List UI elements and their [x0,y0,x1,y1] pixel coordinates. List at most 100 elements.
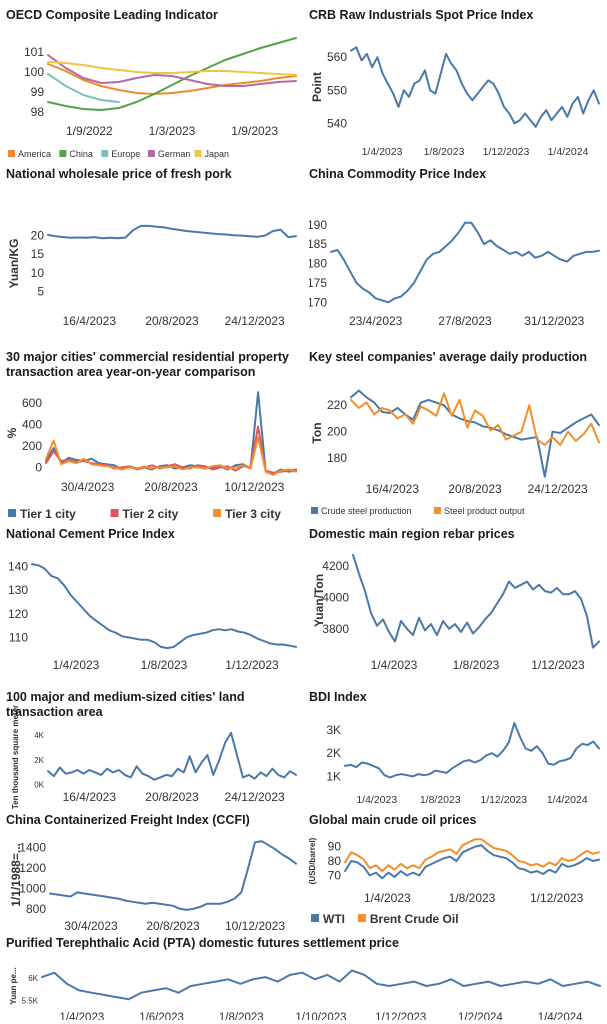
chart-panel: Key steel companies' average daily produ… [309,350,603,520]
y-tick-label: 5 [37,284,44,298]
y-tick-label: 540 [327,116,347,130]
series-line-crb [350,46,600,128]
y-axis-label: Ton [310,422,324,443]
x-tick-label: 1/9/2022 [66,124,113,138]
y-tick-label: 180 [309,257,327,271]
y-tick-label: 98 [31,105,45,119]
x-tick-label: 1/8/2023 [420,794,461,806]
chart-title: 30 major cities' commercial residential … [6,350,289,379]
x-tick-label: 1/4/2024 [548,146,589,158]
x-tick-label: 20/8/2023 [448,482,502,496]
y-tick-label: 101 [24,45,44,59]
x-tick-label: 1/4/2023 [364,891,411,905]
y-tick-label: 200 [22,439,42,453]
chart-title: Key steel companies' average daily produ… [309,350,588,364]
y-axis-label: Yuan/KG [7,238,21,288]
y-tick-label: 15 [31,247,45,261]
y-tick-label: 3800 [322,622,349,636]
y-tick-label: 190 [309,218,327,232]
x-tick-label: 1/12/2023 [483,146,530,158]
y-tick-label: 600 [22,396,42,410]
y-tick-label: 2K [34,756,44,765]
y-tick-label: 1000 [19,881,46,895]
x-tick-label: 20/8/2023 [146,919,200,933]
legend-swatch [147,150,155,157]
series-line-steel-product-output [350,392,600,446]
y-tick-label: 5.5K [22,996,39,1005]
chart-title: CRB Raw Industrials Spot Price Index [309,8,534,22]
series-line-pork [47,224,297,240]
x-tick-label: 1/3/2023 [149,124,196,138]
x-tick-label: 20/8/2023 [144,480,198,494]
y-tick-label: 400 [22,417,42,431]
series-line-german [47,54,297,87]
chart-panel: Purified Terephthalic Acid (PTA) domesti… [6,936,604,1020]
x-tick-label: 1/12/2023 [480,794,527,806]
series-line-crude-steel-production [350,389,600,478]
x-tick-label: 27/8/2023 [438,314,492,328]
legend-swatch [59,150,67,157]
chart-svg-property: 0 200 400 600% 30/4/2023 20/8/2023 10/12/2023 T… [6,391,297,521]
y-tick-label: 140 [8,559,28,573]
y-axis-label: Yuan/Ton [312,574,326,627]
x-tick-label: 1/9/2023 [231,124,278,138]
legend-swatch [357,914,366,922]
y-tick-label: 1400 [19,840,46,854]
legend-swatch [433,507,441,514]
legend-swatch [194,150,202,157]
chart-panel: National wholesale price of fresh pork 5 1… [6,167,300,339]
legend-label: Tier 2 city [123,507,179,521]
chart-panel: National Cement Price Index 110 120 130 140 1… [6,527,300,677]
x-tick-label: 16/4/2023 [366,482,420,496]
legend-label: Japan [204,149,229,159]
x-tick-label: 10/12/2023 [225,919,285,933]
series-line-rebar [352,553,600,649]
y-tick-label: 80 [328,854,342,868]
x-tick-label: 20/8/2023 [145,314,199,328]
legend-label: Crude steel production [321,506,412,516]
y-tick-label: 220 [327,398,347,412]
x-tick-label: 24/12/2023 [528,482,588,496]
chart-svg-oecd: 98 99 100 101 1/9/2022 1/3/2023 1/9/2023 Americ… [8,37,297,159]
legend-swatch [213,509,222,517]
y-tick-label: 3K [326,723,341,737]
legend-label: Brent Crude Oil [370,912,459,926]
x-tick-label: 1/6/2023 [139,1012,184,1020]
chart-title: OECD Composite Leading Indicator [6,8,218,22]
series-line-bdi [344,722,600,779]
x-tick-label: 1/4/2023 [59,1012,104,1020]
y-tick-label: 175 [309,276,327,290]
x-tick-label: 1/4/2023 [356,794,397,806]
x-tick-label: 31/12/2023 [524,314,584,328]
y-tick-label: 120 [8,607,28,621]
y-tick-label: 70 [328,868,342,882]
series-line-land [47,731,297,781]
x-tick-label: 30/4/2023 [64,919,118,933]
y-tick-label: 100 [24,65,44,79]
y-tick-label: 90 [328,840,342,854]
chart-svg-pork: 5 10 15 20 Yuan/KG 16/4/2023 20/8/2023 24/12/20… [7,224,297,328]
y-tick-label: 1K [326,769,341,783]
chart-panel: Global main crude oil prices 70 80 90 (USD/b… [309,813,603,933]
chart-svg-cement: 110 120 130 140 1/4/2023 1/8/2023 1/12/2023 [8,559,297,672]
legend-label: Europe [111,149,140,159]
x-tick-label: 1/8/2023 [453,658,500,672]
y-tick-label: 110 [9,630,28,644]
series-line-brent-crude-oil [344,838,600,873]
chart-panel: 100 major and medium-sized cities' land … [6,690,300,810]
y-tick-label: 6K [28,974,38,983]
y-tick-label: 200 [327,425,347,439]
y-tick-label: 550 [327,83,347,97]
y-axis-label: Point [310,72,324,102]
y-tick-label: 180 [327,451,347,465]
chart-svg-bdi: 1K 2K 3K 1/4/2023 1/8/2023 1/12/2023 1/4/2024 [326,722,600,806]
y-tick-label: 560 [327,50,347,64]
x-tick-label: 24/12/2023 [225,790,285,804]
y-axis-label: 1/1/1988=... [9,843,23,907]
chart-title: China Commodity Price Index [309,167,487,181]
chart-title: National Cement Price Index [6,527,175,541]
x-tick-label: 1/4/2023 [371,658,418,672]
legend-swatch [8,509,16,517]
series-line-ccfi [49,840,297,911]
